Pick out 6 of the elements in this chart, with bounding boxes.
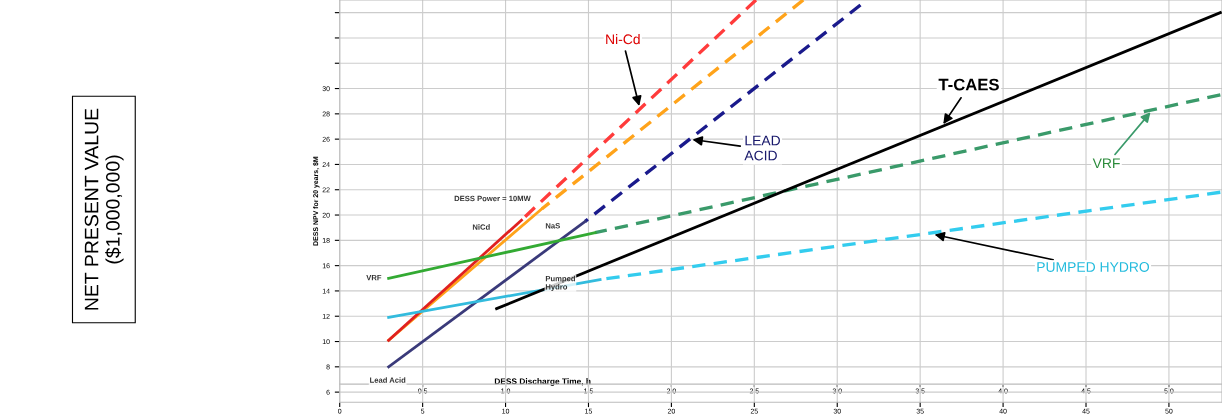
annotation: T-CAES bbox=[938, 78, 999, 91]
annotation: Ni-Cd bbox=[606, 34, 640, 45]
annotation: PUMPED HYDRO bbox=[1037, 262, 1150, 272]
annotation: VRF bbox=[1092, 158, 1120, 169]
text: NET PRESENT VALUE ($1,000,000) bbox=[84, 108, 124, 310]
annotation: LEAD ACID bbox=[744, 135, 780, 161]
